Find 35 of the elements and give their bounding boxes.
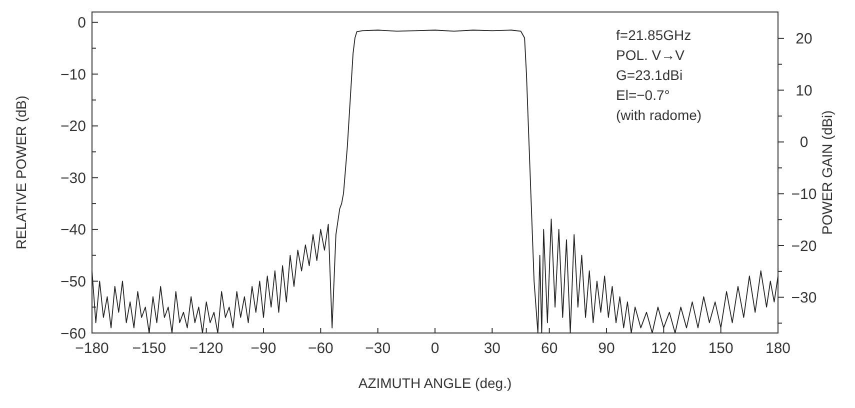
x-tick-label: −120 (189, 340, 224, 357)
x-tick-label: 120 (651, 340, 676, 357)
x-tick-label: 60 (540, 340, 558, 357)
y2-axis-title: POWER GAIN (dBi) (819, 110, 835, 235)
y-tick-label: −40 (60, 222, 86, 239)
annotation: El=−0.7° (616, 87, 670, 103)
y2-tick-label: 10 (796, 82, 812, 100)
x-tick-label: 30 (484, 340, 501, 357)
x-tick-label: 150 (708, 340, 734, 357)
y-axis-title: RELATIVE POWER (dB) (13, 96, 29, 250)
y2-tick-label: −20 (791, 238, 817, 255)
x-tick-label: −30 (365, 340, 391, 357)
x-tick-label: −180 (75, 340, 109, 357)
y-tick-label: 0 (78, 14, 86, 32)
x-tick-label: −150 (132, 340, 166, 357)
y-tick-label: −10 (60, 66, 86, 84)
x-tick-label: −90 (250, 340, 276, 357)
y-tick-label: −50 (60, 273, 86, 290)
y2-tick-label: 0 (800, 134, 808, 152)
y2-tick-label: −10 (791, 186, 817, 203)
annotation: f=21.85GHz (616, 27, 692, 43)
y-tick-label: −30 (60, 170, 86, 187)
x-tick-label: 90 (598, 340, 615, 357)
line-series (92, 30, 778, 334)
y2-tick-label: 20 (796, 30, 812, 48)
x-tick-label: 180 (765, 340, 791, 357)
y-tick-label: −60 (60, 325, 86, 342)
y2-tick-label: −30 (791, 290, 817, 307)
x-tick-label: −60 (308, 340, 334, 357)
x-axis-title: AZIMUTH ANGLE (deg.) (358, 375, 512, 391)
annotation: POL. V→V (616, 47, 686, 63)
y-tick-label: −20 (60, 118, 86, 136)
x-tick-label: 0 (430, 340, 440, 357)
annotation: G=23.1dBi (616, 67, 683, 83)
annotation: (with radome) (616, 107, 702, 123)
